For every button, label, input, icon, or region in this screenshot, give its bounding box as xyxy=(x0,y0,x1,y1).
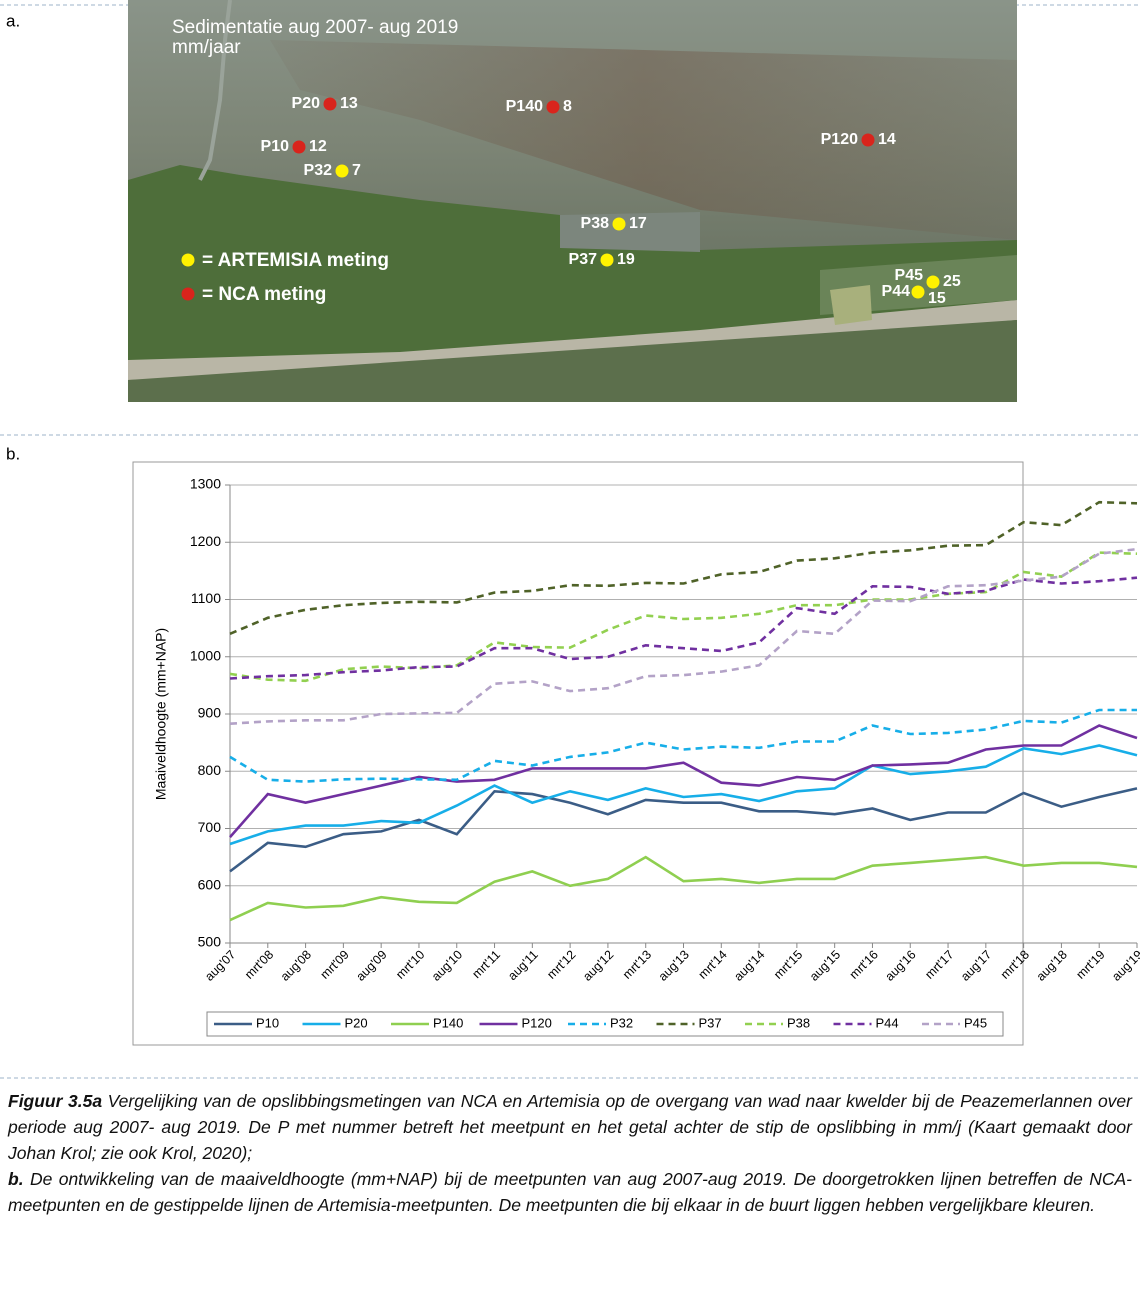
series-line xyxy=(230,502,1137,634)
series-line xyxy=(230,726,1137,838)
legend-marker xyxy=(182,254,195,267)
x-tick-label: aug'12 xyxy=(580,948,616,984)
figure: a. b. Sedimentatie aug 2007- aug 2019 mm… xyxy=(0,0,1140,1082)
point-name: P20 xyxy=(292,95,321,112)
x-tick-label: aug'09 xyxy=(353,948,389,984)
y-tick-label: 700 xyxy=(198,819,222,835)
caption-lead: b. xyxy=(8,1169,24,1189)
map-marker xyxy=(336,165,349,178)
x-tick-label: mrt'11 xyxy=(469,948,503,982)
series-line xyxy=(230,746,1137,845)
x-tick-label: aug'14 xyxy=(731,948,767,984)
x-tick-label: mrt'15 xyxy=(771,948,805,982)
x-tick-label: mrt'08 xyxy=(242,948,276,982)
map-marker xyxy=(927,276,940,289)
x-tick-label: aug'08 xyxy=(278,948,314,984)
point-value: 12 xyxy=(309,138,327,155)
x-tick-label: aug'10 xyxy=(429,948,465,984)
caption-text: Vergelijking van de opslibbingsmetingen … xyxy=(8,1091,1132,1163)
point-value: 14 xyxy=(878,131,896,148)
map-subtitle: mm/jaar xyxy=(172,37,241,58)
point-name: P10 xyxy=(261,138,290,155)
map-marker xyxy=(293,141,306,154)
legend-label: P20 xyxy=(345,1015,368,1030)
x-tick-label: mrt'16 xyxy=(847,948,881,982)
caption: Figuur 3.5a Vergelijking van de opslibbi… xyxy=(8,1088,1132,1218)
y-tick-label: 1100 xyxy=(191,590,221,606)
map-title: Sedimentatie aug 2007- aug 2019 xyxy=(172,17,458,38)
x-tick-label: mrt'19 xyxy=(1073,948,1107,982)
point-value: 13 xyxy=(340,95,358,112)
series-line xyxy=(230,857,1137,920)
y-tick-label: 1300 xyxy=(190,476,221,492)
x-tick-label: aug'15 xyxy=(807,948,843,984)
caption-paragraph: Figuur 3.5a Vergelijking van de opslibbi… xyxy=(8,1088,1132,1166)
point-name: P120 xyxy=(821,131,858,148)
legend-marker xyxy=(182,288,195,301)
map-legend-text: = ARTEMISIA meting xyxy=(202,250,389,271)
map-marker xyxy=(601,254,614,267)
x-tick-label: mrt'09 xyxy=(318,948,352,982)
x-tick-label: mrt'12 xyxy=(544,948,578,982)
aerial-map xyxy=(128,0,1017,402)
x-tick-label: mrt'14 xyxy=(696,948,730,982)
map-marker xyxy=(912,286,925,299)
map-legend-text: = NCA meting xyxy=(202,284,326,305)
legend-label: P37 xyxy=(699,1015,722,1030)
x-tick-label: aug'17 xyxy=(958,948,994,984)
x-tick-label: mrt'13 xyxy=(620,948,654,982)
legend-label: P45 xyxy=(964,1015,987,1030)
caption-lead: Figuur 3.5a xyxy=(8,1091,102,1111)
point-name: P32 xyxy=(304,162,333,179)
y-tick-label: 900 xyxy=(198,705,222,721)
x-tick-label: mrt'10 xyxy=(393,948,427,982)
point-value: 19 xyxy=(617,251,635,268)
caption-paragraph: b. De ontwikkeling van de maaiveldhoogte… xyxy=(8,1166,1132,1218)
x-tick-label: aug'11 xyxy=(505,948,541,984)
series-line xyxy=(230,788,1137,871)
point-name: P45 xyxy=(895,267,924,284)
series-line xyxy=(230,553,1137,681)
y-tick-label: 600 xyxy=(198,876,222,892)
point-value: 7 xyxy=(352,162,361,179)
point-name: P44 xyxy=(882,283,911,300)
legend-label: P38 xyxy=(787,1015,810,1030)
x-tick-label: mrt'17 xyxy=(922,948,956,982)
x-tick-label: aug'16 xyxy=(883,948,919,984)
map-marker xyxy=(324,98,337,111)
map-marker xyxy=(862,134,875,147)
x-tick-label: aug'18 xyxy=(1034,948,1070,984)
y-tick-label: 800 xyxy=(198,762,222,778)
point-name: P140 xyxy=(506,98,543,115)
y-tick-label: 1200 xyxy=(190,533,221,549)
point-name: P37 xyxy=(569,251,598,268)
x-tick-label: aug'19 xyxy=(1109,948,1140,984)
point-value: 8 xyxy=(563,98,572,115)
y-axis-label: Maaiveldhoogte (mm+NAP) xyxy=(153,628,169,800)
legend-label: P120 xyxy=(522,1015,552,1030)
y-tick-label: 1000 xyxy=(190,647,221,663)
point-value: 25 xyxy=(943,273,961,290)
page: a. b. Sedimentatie aug 2007- aug 2019 mm… xyxy=(0,0,1140,1290)
x-tick-label: aug'07 xyxy=(202,948,238,984)
map-marker xyxy=(547,101,560,114)
series-line xyxy=(230,549,1137,724)
legend-label: P10 xyxy=(256,1015,279,1030)
point-name: P38 xyxy=(581,215,610,232)
point-value: 15 xyxy=(928,290,946,307)
x-tick-label: aug'13 xyxy=(656,948,692,984)
y-tick-label: 500 xyxy=(198,934,222,950)
legend-label: P44 xyxy=(876,1015,899,1030)
panel-label: b. xyxy=(6,444,20,463)
panel-label: a. xyxy=(6,11,20,30)
legend-label: P140 xyxy=(433,1015,463,1030)
x-tick-label: mrt'18 xyxy=(998,948,1032,982)
caption-text: De ontwikkeling van de maaiveldhoogte (m… xyxy=(8,1169,1132,1215)
point-value: 17 xyxy=(629,215,647,232)
legend-label: P32 xyxy=(610,1015,633,1030)
map-marker xyxy=(613,218,626,231)
series-line xyxy=(230,578,1137,679)
